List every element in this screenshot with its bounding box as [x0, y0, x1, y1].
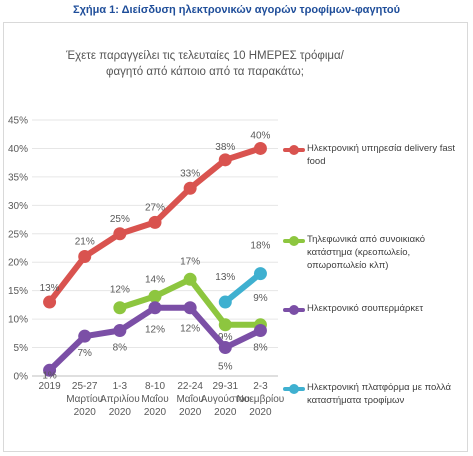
data-label: 9% — [218, 332, 233, 343]
legend-label: Τηλεφωνικά από συνοικιακό κατάστημα (κρε… — [307, 234, 426, 271]
data-point — [183, 272, 197, 286]
x-tick-label: 2019 — [38, 381, 61, 392]
data-label: 9% — [253, 293, 268, 304]
data-point — [113, 227, 127, 241]
data-label: 21% — [75, 237, 95, 248]
data-point — [148, 289, 162, 303]
y-tick-label: 45% — [8, 116, 28, 127]
y-tick-label: 15% — [8, 286, 28, 297]
legend-swatch — [283, 145, 305, 155]
x-tick-label: 2-3 Νοεμβρίου 2020 — [237, 381, 285, 418]
x-tick-label: 22-24 Μαΐου 2020 — [176, 381, 203, 418]
x-tick-label: 8-10 Μαΐου 2020 — [141, 381, 168, 418]
legend-label: Ηλεκτρονική πλατφόρμα με πολλά καταστήμα… — [307, 382, 452, 406]
data-label: 18% — [250, 241, 270, 252]
y-tick-label: 5% — [14, 343, 29, 354]
data-label: 12% — [110, 285, 130, 296]
legend-item-e-supermarket: Ηλεκτρονικό σουπερμάρκετ — [283, 302, 468, 315]
data-point — [78, 250, 92, 264]
data-label: 13% — [40, 283, 60, 294]
data-label: 40% — [250, 130, 270, 141]
y-tick-label: 25% — [8, 229, 28, 240]
figure-caption: Σχήμα 1: Διείσδυση ηλεκτρονικών αγορών τ… — [72, 4, 401, 16]
data-label: 38% — [215, 142, 235, 153]
data-label: 12% — [180, 324, 200, 335]
data-point — [218, 153, 232, 167]
data-label: 33% — [180, 168, 200, 179]
y-tick-label: 10% — [8, 315, 28, 326]
data-point — [43, 363, 57, 377]
legend-swatch — [283, 384, 305, 394]
legend-swatch — [283, 305, 305, 315]
data-label: 13% — [215, 272, 235, 283]
legend-item-fastfood: Ηλεκτρονική υπηρεσία delivery fast food — [283, 142, 468, 168]
data-point — [113, 301, 127, 315]
legend-item-local-store: Τηλεφωνικά από συνοικιακό κατάστημα (κρε… — [283, 233, 468, 272]
data-label: 8% — [253, 342, 268, 353]
data-point — [148, 215, 162, 229]
data-point — [218, 318, 232, 332]
data-label: 8% — [113, 342, 128, 353]
data-label: 1% — [42, 370, 57, 381]
data-point — [43, 295, 57, 309]
chart-frame — [3, 22, 468, 452]
data-label: 5% — [218, 362, 233, 373]
legend-label: Ηλεκτρονική υπηρεσία delivery fast food — [307, 143, 456, 167]
data-point — [183, 181, 197, 195]
x-tick-label: 25-27 Μαρτίου 2020 — [66, 381, 103, 418]
data-point — [218, 341, 232, 355]
legend-label: Ηλεκτρονικό σουπερμάρκετ — [307, 303, 424, 314]
legend-swatch — [283, 236, 305, 246]
data-point — [183, 301, 197, 315]
legend-item-platform: Ηλεκτρονική πλατφόρμα με πολλά καταστήμα… — [283, 381, 468, 407]
chart-title: Έχετε παραγγείλει τις τελευταίες 10 ΗΜΕΡ… — [66, 50, 344, 78]
data-label: 12% — [145, 325, 165, 336]
x-tick-label: 29-31 Αυγούστου 2020 — [201, 381, 250, 418]
data-point — [253, 267, 267, 281]
data-point — [113, 323, 127, 337]
y-tick-label: 35% — [8, 172, 28, 183]
y-tick-label: 40% — [8, 144, 28, 155]
x-tick-label: 1-3 Απριλίου 2020 — [100, 381, 140, 418]
data-point — [148, 301, 162, 315]
data-point — [218, 295, 232, 309]
y-tick-label: 30% — [8, 201, 28, 212]
y-tick-label: 20% — [8, 258, 28, 269]
data-point — [253, 323, 267, 337]
data-label: 25% — [110, 214, 130, 225]
data-point — [78, 329, 92, 343]
y-tick-label: 0% — [14, 372, 29, 383]
data-label: 14% — [145, 274, 165, 285]
data-label: 7% — [77, 348, 92, 359]
data-point — [253, 141, 267, 155]
series-line — [222, 270, 264, 306]
data-label: 17% — [180, 256, 200, 267]
data-label: 27% — [145, 202, 165, 213]
